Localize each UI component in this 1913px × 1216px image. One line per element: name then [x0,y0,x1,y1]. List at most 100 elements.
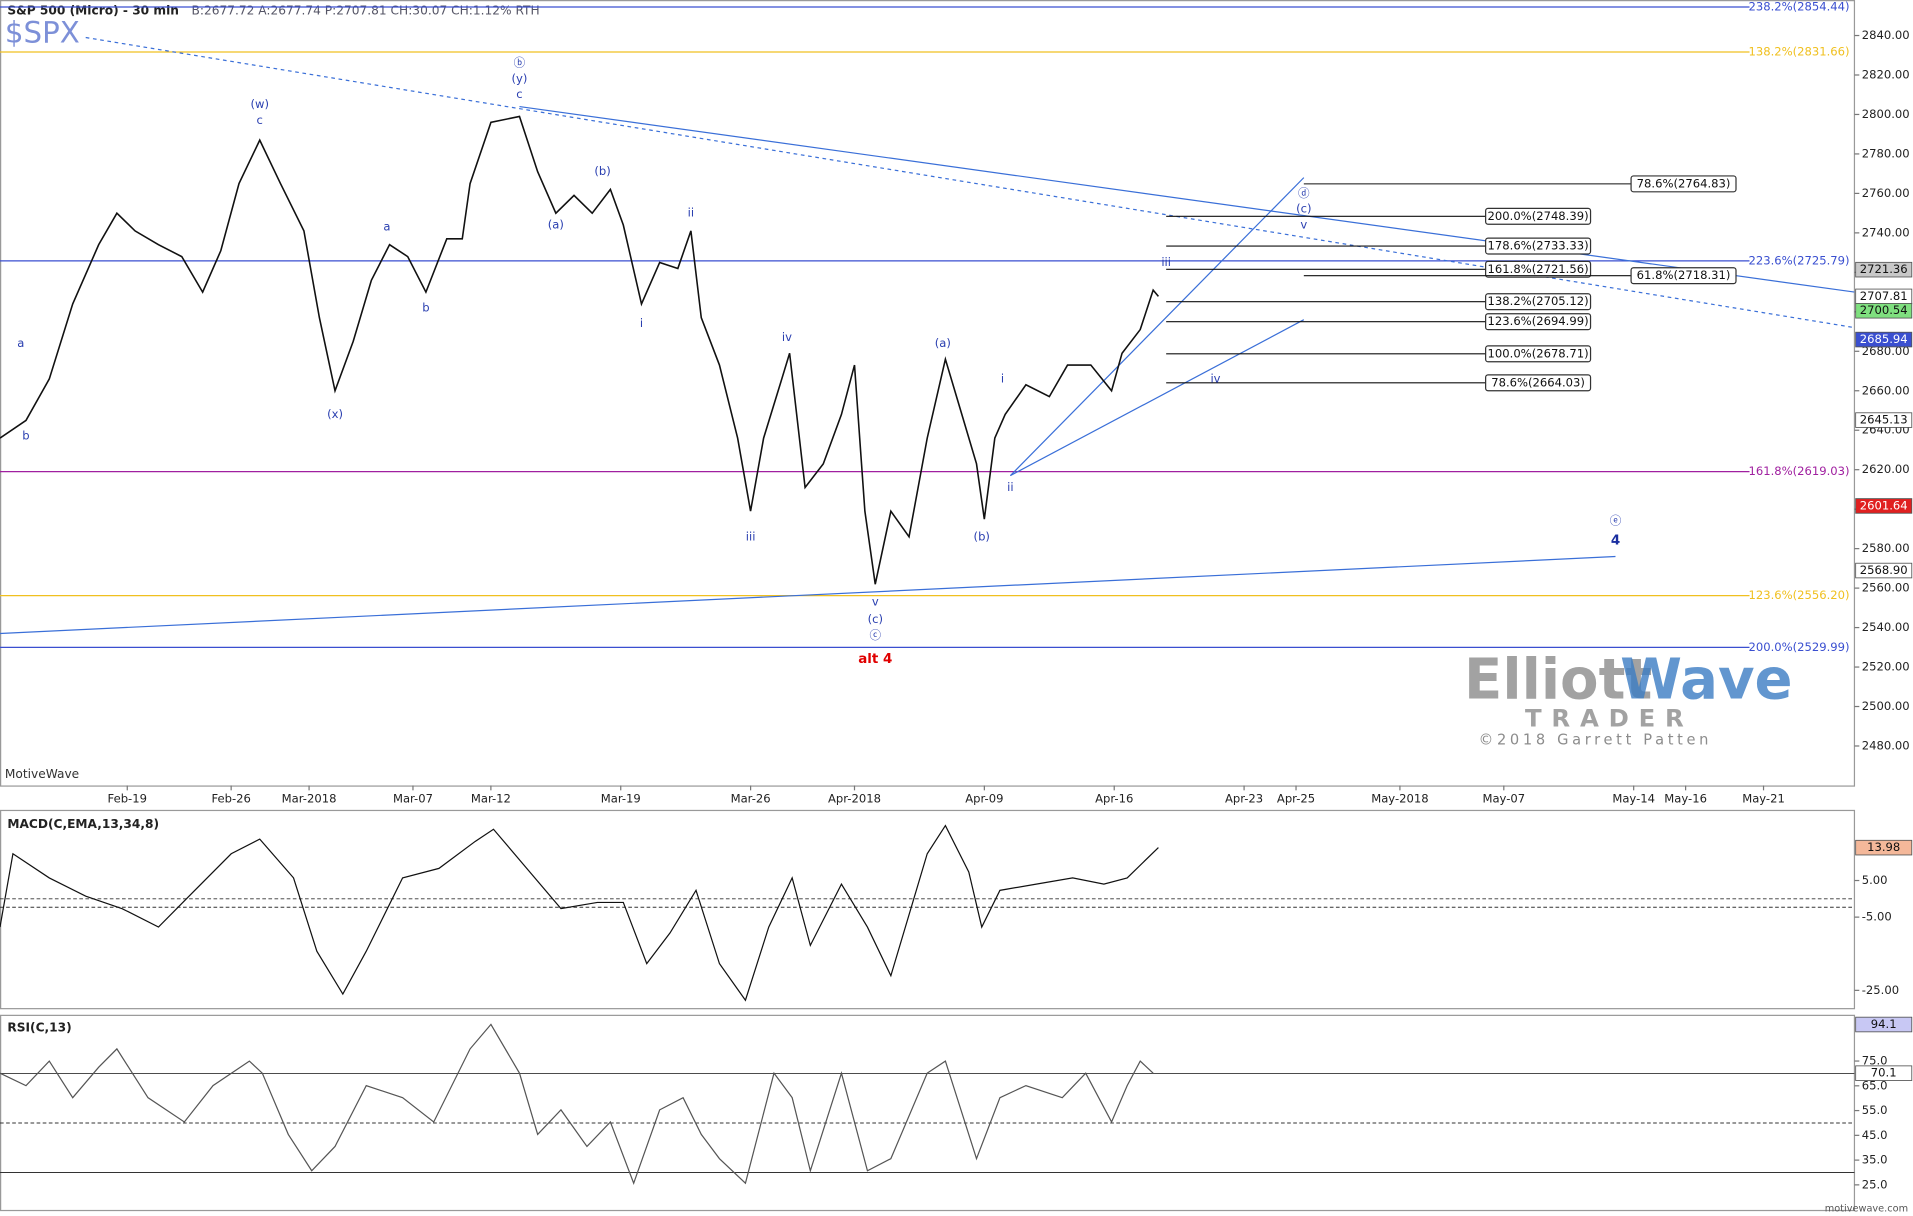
y-tick-label: 2560.00 [1862,581,1910,595]
indicator-line [0,1023,1154,1185]
y-tick-label: 2520.00 [1862,660,1910,674]
wave-label: ii [688,206,694,220]
y-tick-label: 55.0 [1862,1103,1888,1117]
price-box [1855,562,1913,579]
source: MotiveWave [5,767,79,781]
fib-target-box [1485,207,1592,225]
fib-level-label: 223.6%(2725.79) [1748,253,1849,267]
fib-target-label: 100.0%(2678.71) [1488,346,1589,360]
fib-target-box [1485,313,1592,331]
fib-level-label: 138.2%(2831.66) [1748,44,1849,58]
watermark-credit: ©2018 Garrett Patten [1479,731,1712,748]
x-tick-label: Mar-26 [731,791,771,805]
x-tick-label: Feb-26 [211,791,250,805]
fib-target-box [1485,260,1592,278]
fib-level-label: 161.8%(2619.03) [1748,464,1849,478]
trend-line [519,105,1855,293]
rsi-panel [0,1014,1856,1212]
wave-label: b [22,429,29,443]
x-tick-label: Mar-2018 [282,791,337,805]
wave-label: v [1300,217,1307,231]
y-tick-label: 2620.00 [1862,462,1910,476]
fib-target-box [1485,237,1592,255]
price-box [1855,412,1913,428]
price-label: 13.98 [1867,840,1900,854]
symbol: $SPX [5,16,80,50]
quote: B:2677.72 A:2677.74 P:2707.81 CH:30.07 C… [192,3,540,17]
watermark-brand: Wave [1620,648,1792,713]
x-tick-label: Apr-09 [965,791,1003,805]
y-tick-label: 25.0 [1862,1177,1888,1191]
wave-label: (a) [935,336,951,350]
y-tick-label: 75.0 [1862,1054,1888,1068]
footer: motivewave.com [1825,1204,1908,1215]
watermark-sub: TRADER [1525,704,1693,733]
y-tick-label: 2760.00 [1862,186,1910,200]
rsi-title: RSI(C,13) [7,1021,71,1035]
price-box [1855,1065,1913,1081]
wave-label: a [17,336,24,350]
price-label: 94.1 [1871,1017,1897,1031]
wave-label: c [257,113,263,127]
trend-line [0,555,1616,635]
price-label: 70.1 [1871,1066,1897,1080]
y-tick-label: -5.00 [1862,910,1892,924]
wave-label: iv [1210,371,1220,385]
y-tick-label: 2480.00 [1862,738,1910,752]
wave-label: (b) [594,164,610,178]
wave-label: (w) [250,97,269,111]
indicator-line [0,824,1159,1002]
y-tick-label: 2580.00 [1862,541,1910,555]
x-tick-label: May-16 [1664,791,1707,805]
fib-target-box [1485,293,1592,311]
wave-label: c [516,87,522,101]
y-tick-label: 5.00 [1862,873,1888,887]
x-tick-label: Apr-16 [1095,791,1133,805]
fib-target-box [1485,374,1592,392]
macd-title: MACD(C,EMA,13,34,8) [7,817,159,831]
wave-label: (y) [512,71,528,85]
wave-label: ⓑ [514,56,526,70]
fib-target-label: 138.2%(2705.12) [1488,294,1589,308]
y-tick-label: 2500.00 [1862,699,1910,713]
fib-target-box [1485,345,1592,363]
wave-label: (c) [1296,202,1311,216]
wave-label: ⓔ [1610,514,1622,528]
trend-line [1010,319,1305,477]
x-tick-label: May-2018 [1371,791,1428,805]
fib-target-label: 61.8%(2718.31) [1637,268,1731,282]
y-tick-label: 2780.00 [1862,146,1910,160]
wave-label: (b) [974,529,990,543]
price-box [1855,839,1913,856]
wave-label: (x) [327,407,343,421]
price-box [1855,331,1913,348]
price-label: 2685.94 [1860,332,1908,346]
y-tick-label: 65.0 [1862,1078,1888,1092]
price-box [1855,1016,1913,1033]
y-tick-label: 2740.00 [1862,225,1910,239]
x-tick-label: Apr-23 [1225,791,1263,805]
wave-label: iii [746,529,756,543]
fib-target-label: 78.6%(2664.03) [1491,375,1585,389]
wave-label: b [422,300,429,314]
fib-target-label: 200.0%(2748.39) [1488,209,1589,223]
fib-target-label: 123.6%(2694.99) [1488,314,1589,328]
y-tick-label: 2660.00 [1862,383,1910,397]
price-box [1855,498,1913,514]
y-tick-label: -25.00 [1862,983,1899,997]
price-label: 2645.13 [1860,413,1908,427]
y-tick-label: 2840.00 [1862,28,1910,42]
x-tick-label: Apr-25 [1277,791,1315,805]
price-label: 2707.81 [1860,289,1908,303]
fib-target-box [1630,175,1737,193]
trend-line [1009,177,1305,477]
x-tick-label: Mar-12 [471,791,511,805]
fib-target-label: 178.6%(2733.33) [1488,239,1589,253]
wave-label: alt 4 [858,652,892,667]
wave-label: iii [1161,255,1171,269]
wave-label: v [872,594,879,608]
price-box [1855,303,1913,319]
